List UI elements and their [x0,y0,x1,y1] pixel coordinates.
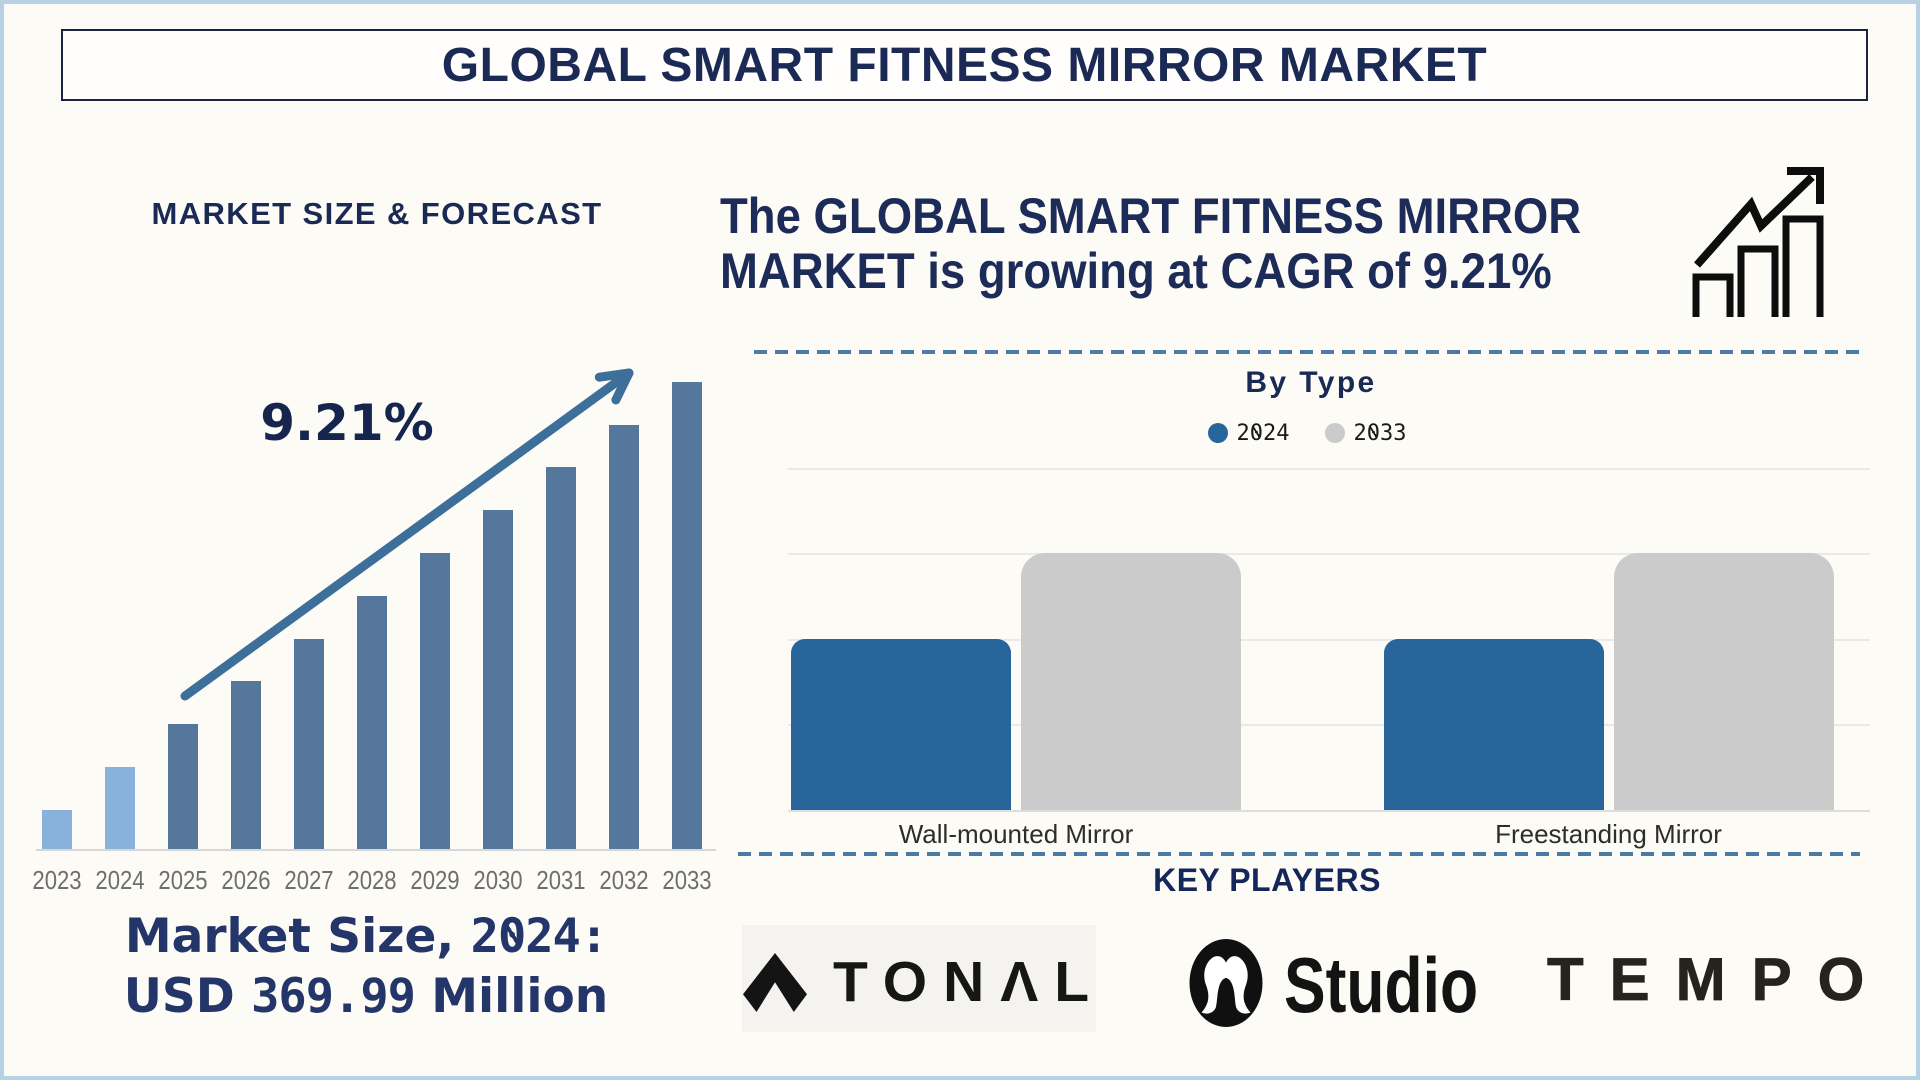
bar-2033 [672,382,703,849]
bar-2028 [356,596,387,849]
legend-dot [1324,423,1345,443]
tonal-mountain-icon [743,953,807,1012]
dashed-separator-bottom [738,852,1860,856]
legend-label: 2033 [1353,420,1407,446]
xlabel-2031: 2031 [536,865,586,895]
bar-2025 [167,724,198,849]
x-axis-line [788,810,1870,812]
market-size-chart-xlabels: 2023 2024 2025 2026 2027 2028 2029 2030 2031 2032… [32,865,726,895]
lululemon-icon [1189,939,1263,1027]
bar-2030 [483,510,513,849]
gridline [788,553,1870,556]
gridline [788,724,1870,727]
bar-2032 [609,425,640,849]
market-size-line1: Market Size, 2024: [124,909,608,964]
gridline [788,467,1870,470]
xlabel-2028: 2028 [347,865,397,895]
title-box: GLOBAL SMART FITNESS MIRROR MARKET [61,29,1868,101]
gridline [788,638,1870,641]
xlabel-2032: 2032 [599,865,649,895]
tonal-wordmark: TONΛL [833,950,1106,1014]
bar-2026 [230,681,261,849]
market-size-bar-chart [36,370,726,849]
bar-2033-Wall-mounted Mirror [1021,553,1241,810]
xlabel-2033: 2033 [662,865,712,895]
cagr-annotation: 9.21% [260,394,434,452]
by-type-bar-chart: Wall-mounted Mirror Freestanding Mirror [788,440,1870,860]
legend-item-2033: 2033 [1324,420,1407,446]
xlabel-2024: 2024 [95,865,145,895]
category-label: Freestanding Mirror [1495,819,1722,849]
tempo-wordmark: TEMPO [1547,946,1891,1013]
bar-2024-Wall-mounted Mirror [791,638,1011,810]
bar-2033-Freestanding Mirror [1613,553,1834,810]
bar-2029 [419,553,450,849]
xlabel-2026: 2026 [221,865,271,895]
headline-line1: The GLOBAL SMART FITNESS MIRROR [720,188,1582,244]
category-label: Wall-mounted Mirror [898,819,1134,849]
bar-2027 [293,639,324,849]
headline-line2: MARKET is growing at CAGR of 9.21% [720,243,1552,299]
xlabel-2027: 2027 [284,865,334,895]
dashed-separator-top [754,350,1860,354]
bar-2024 [104,767,135,849]
legend-label: 2024 [1236,420,1290,446]
market-size-note: Market Size, 2024: USD 369.99 Million [76,907,656,1027]
key-players-title: KEY PLAYERS [1153,862,1381,898]
bar-2023 [41,810,72,849]
growth-arrow [180,368,634,701]
legend-dot [1207,423,1228,443]
legend-item-2024: 2024 [1207,420,1290,446]
bar-2024-Freestanding Mirror [1383,638,1604,810]
page-title: GLOBAL SMART FITNESS MIRROR MARKET [441,38,1488,92]
market-size-chart-axis [36,849,716,851]
tonal-logo [742,925,1096,1032]
xlabel-2029: 2029 [410,865,460,895]
bar-2031 [546,467,577,849]
studio-wordmark: Studio [1284,941,1479,1029]
by-type-legend: 2024 2033 [1107,418,1507,448]
headline: The GLOBAL SMART FITNESS MIRROR MARKET i… [720,189,1585,299]
left-section-heading: MARKET SIZE & FORECAST [151,196,603,231]
growth-chart-icon [1692,167,1824,317]
xlabel-2030: 2030 [473,865,523,895]
xlabel-2025: 2025 [158,865,208,895]
market-size-line2: USD 369.99 Million [123,969,609,1024]
xlabel-2023: 2023 [32,865,82,895]
by-type-title: By Type [1245,366,1377,399]
